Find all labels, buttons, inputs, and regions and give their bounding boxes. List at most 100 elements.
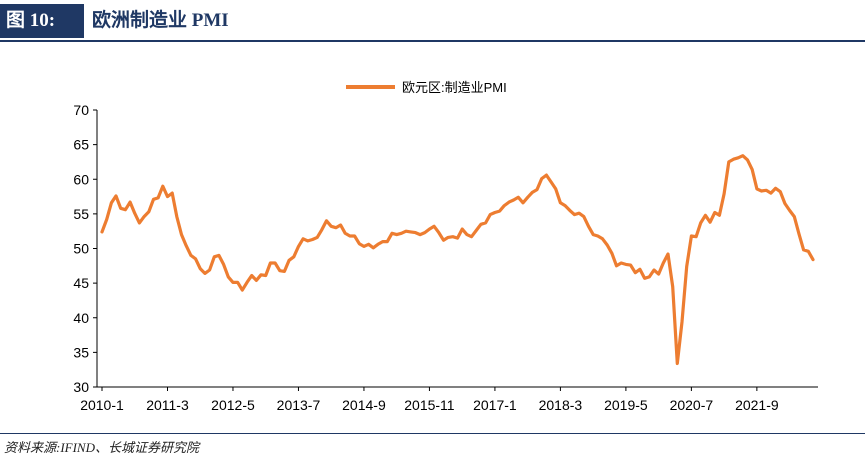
figure-number: 图 10: bbox=[0, 4, 84, 38]
data-point bbox=[624, 263, 628, 266]
data-point bbox=[264, 274, 267, 277]
data-point bbox=[606, 243, 609, 247]
data-point bbox=[765, 189, 768, 192]
data-point bbox=[180, 233, 183, 236]
data-point bbox=[283, 270, 286, 273]
data-point bbox=[367, 243, 370, 246]
data-point bbox=[166, 195, 169, 198]
data-point bbox=[540, 177, 543, 180]
data-point bbox=[306, 239, 309, 243]
data-point bbox=[203, 272, 207, 275]
data-point bbox=[526, 196, 529, 199]
data-point bbox=[517, 196, 520, 199]
y-tick-label: 45 bbox=[73, 275, 89, 291]
data-point bbox=[521, 201, 525, 204]
data-point bbox=[437, 231, 440, 234]
data-point bbox=[811, 258, 815, 261]
data-point bbox=[386, 240, 389, 243]
data-point bbox=[124, 208, 127, 211]
data-point bbox=[409, 230, 412, 234]
data-point bbox=[390, 232, 394, 235]
data-point bbox=[456, 236, 459, 240]
data-point bbox=[470, 235, 473, 238]
data-point bbox=[185, 244, 188, 247]
data-point bbox=[297, 245, 300, 248]
data-point bbox=[446, 236, 450, 239]
data-point bbox=[493, 211, 497, 214]
legend-label: 欧元区:制造业PMI bbox=[402, 80, 507, 95]
data-point bbox=[362, 245, 366, 248]
data-point bbox=[194, 257, 197, 261]
data-point bbox=[301, 237, 305, 240]
y-tick-label: 70 bbox=[73, 102, 89, 118]
data-point bbox=[175, 215, 178, 218]
y-tick-label: 30 bbox=[73, 379, 89, 395]
data-point bbox=[381, 240, 384, 243]
figure-title: 欧洲制造业 PMI bbox=[92, 10, 229, 31]
data-point bbox=[680, 320, 684, 324]
data-point bbox=[418, 233, 422, 236]
x-tick-label: 2014-9 bbox=[342, 397, 386, 413]
data-point bbox=[727, 160, 730, 164]
data-point bbox=[545, 173, 548, 177]
data-point bbox=[484, 221, 487, 225]
series-points bbox=[100, 154, 815, 365]
data-point bbox=[512, 198, 515, 202]
data-point bbox=[769, 191, 773, 195]
data-point bbox=[671, 285, 674, 288]
data-point bbox=[620, 261, 623, 265]
data-point bbox=[666, 252, 670, 256]
data-point bbox=[461, 227, 464, 231]
x-tick-label: 2015-11 bbox=[404, 397, 455, 413]
data-point bbox=[802, 248, 805, 252]
chart-legend: 欧元区:制造业PMI bbox=[346, 80, 507, 95]
data-point bbox=[713, 211, 716, 214]
data-point bbox=[774, 187, 777, 190]
data-point bbox=[676, 362, 679, 365]
data-point bbox=[732, 158, 735, 161]
data-point bbox=[400, 232, 403, 235]
data-point bbox=[236, 281, 239, 284]
data-point bbox=[783, 202, 787, 205]
data-point bbox=[208, 268, 211, 272]
data-point bbox=[807, 250, 810, 253]
data-point bbox=[685, 265, 688, 268]
data-point bbox=[610, 252, 614, 255]
source-note: 资料来源:IFIND、长城证券研究院 bbox=[4, 440, 199, 455]
data-point bbox=[498, 209, 501, 213]
data-point bbox=[587, 225, 590, 228]
data-point bbox=[559, 201, 562, 204]
data-point bbox=[722, 192, 726, 195]
data-point bbox=[479, 223, 483, 226]
data-point bbox=[372, 246, 375, 249]
data-point bbox=[231, 281, 235, 284]
data-point bbox=[100, 230, 104, 234]
x-tick-label: 2013-7 bbox=[277, 397, 321, 413]
data-point bbox=[259, 273, 263, 276]
data-point bbox=[694, 235, 698, 238]
data-point bbox=[638, 268, 642, 271]
x-tick-label: 2011-3 bbox=[146, 397, 189, 413]
data-point bbox=[316, 236, 319, 239]
data-point bbox=[573, 213, 576, 216]
x-tick-label: 2021-9 bbox=[735, 397, 779, 413]
y-tick-label: 50 bbox=[73, 241, 89, 257]
data-point bbox=[292, 255, 295, 258]
data-point bbox=[563, 204, 567, 207]
data-point bbox=[797, 232, 801, 236]
data-point bbox=[704, 214, 707, 217]
data-point bbox=[152, 198, 155, 201]
data-point bbox=[110, 201, 113, 204]
data-point bbox=[755, 187, 759, 191]
data-point bbox=[629, 263, 632, 267]
data-point bbox=[147, 210, 150, 213]
data-point bbox=[250, 274, 253, 277]
data-point bbox=[531, 191, 534, 194]
x-tick-label: 2019-5 bbox=[604, 397, 648, 413]
x-tick-label: 2012-5 bbox=[211, 397, 255, 413]
data-point bbox=[741, 154, 744, 157]
data-point bbox=[334, 226, 338, 229]
data-point bbox=[269, 261, 272, 265]
data-point bbox=[358, 242, 361, 245]
data-point bbox=[760, 189, 763, 193]
